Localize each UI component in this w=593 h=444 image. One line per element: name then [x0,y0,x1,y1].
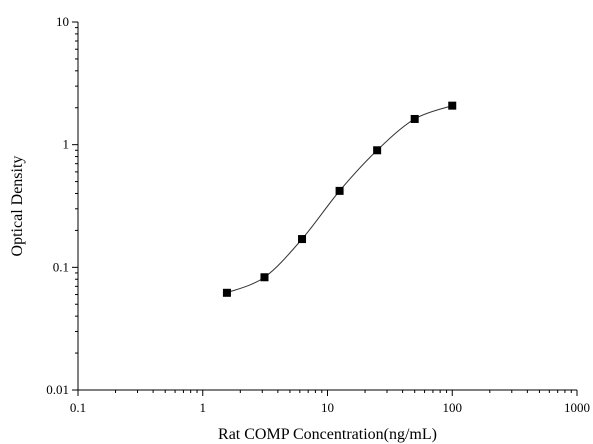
data-markers [222,101,457,297]
data-point-marker [373,146,382,155]
data-point-marker [260,273,269,282]
y-tick-label: 10 [56,14,69,29]
data-point-marker [448,101,457,110]
data-point-marker [222,288,231,297]
x-axis-title: Rat COMP Concentration(ng/mL) [218,426,437,443]
y-tick-label: 0.1 [53,259,69,274]
x-axis-ticks: 0.1 1 10 100 1000 [70,390,590,415]
x-tick-label: 1 [200,400,207,415]
y-tick-label: 0.01 [46,382,69,397]
x-tick-label: 1000 [564,400,590,415]
data-point-marker [410,114,419,123]
y-axis-title: Optical Density [9,156,26,257]
fit-curve [226,105,453,294]
y-tick-label: 1 [63,137,70,152]
y-axis-ticks: 0.01 0.1 1 10 [46,14,78,397]
x-tick-label: 100 [443,400,463,415]
data-point-marker [335,186,344,195]
x-tick-label: 0.1 [70,400,86,415]
data-point-marker [298,235,307,244]
x-tick-label: 10 [321,400,334,415]
